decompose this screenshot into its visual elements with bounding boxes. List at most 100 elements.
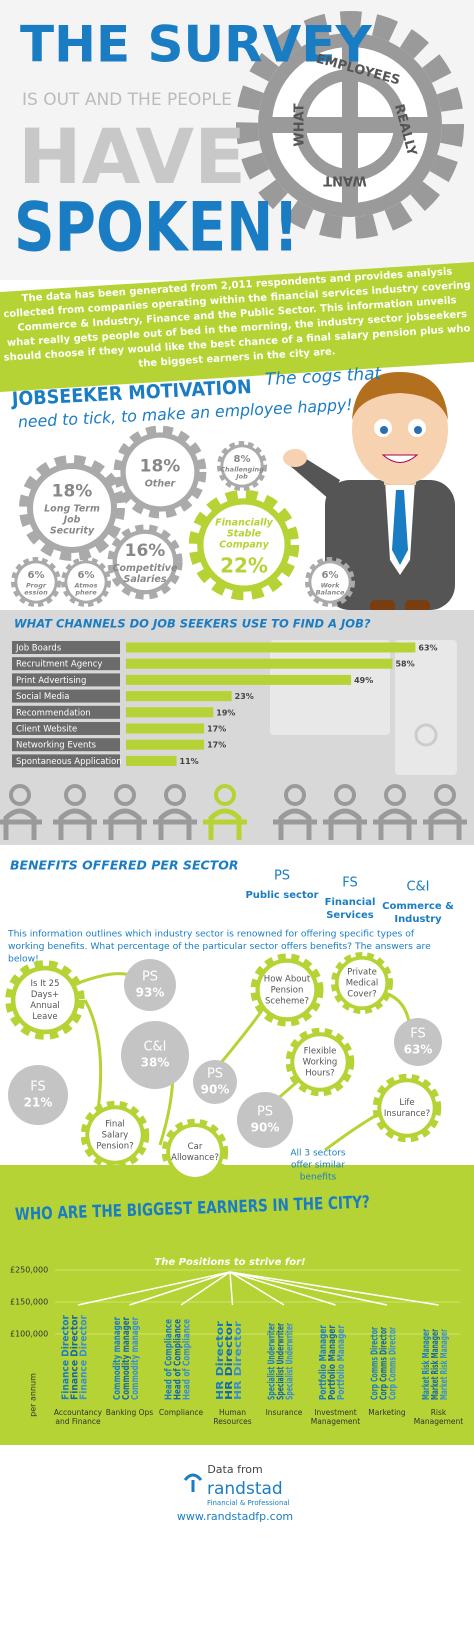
pointer: [229, 1271, 234, 1306]
cog-label: Job: [62, 514, 81, 525]
question: Private: [347, 968, 377, 978]
legend-name: Industry: [394, 914, 442, 925]
legend-name: Services: [326, 910, 374, 921]
cog-label: ession: [24, 589, 48, 597]
legend-code: PS: [274, 869, 290, 884]
cog-value: 16%: [125, 541, 166, 561]
cog-spoke: [272, 117, 428, 133]
legend-name: Financial: [325, 897, 376, 908]
cog-label: phere: [74, 589, 97, 597]
note: All 3 sectors: [290, 1149, 346, 1159]
answer-code: C&I: [143, 1040, 166, 1055]
value-label: 63%: [418, 644, 437, 653]
cog-label: Salaries: [124, 574, 167, 585]
footer-text: Data from: [207, 1463, 262, 1476]
cog-face: [33, 469, 111, 547]
question: Pension?: [96, 1142, 133, 1152]
cog-teeth: [285, 1027, 355, 1097]
cog-face: [203, 504, 285, 586]
chart-title: WHAT CHANNELS DO JOB SEEKERS USE TO FIND…: [14, 617, 371, 631]
value-label: 19%: [216, 708, 235, 717]
question: Leave: [32, 1012, 57, 1022]
sector-name: Insurance: [266, 1408, 303, 1417]
cog-teeth: [161, 1118, 229, 1186]
job-title: Commodity manager: [112, 1317, 123, 1400]
answer-value: 38%: [141, 1056, 170, 1070]
logo-mark: [183, 1473, 203, 1492]
sector-name: Investment: [314, 1408, 357, 1417]
question: Days+: [31, 990, 59, 1000]
question: How About: [264, 975, 311, 985]
sector-name: Management: [311, 1417, 360, 1426]
answer-code: PS: [207, 1067, 223, 1082]
value-label: 49%: [354, 676, 373, 685]
url: www.randstadfp.com: [177, 1510, 293, 1523]
answer-code: PS: [257, 1105, 273, 1120]
job-title: Market Risk Manager: [439, 1329, 450, 1400]
description: This information outlines which industry…: [7, 929, 415, 940]
category-label: Networking Events: [16, 741, 97, 751]
cog-value: 18%: [52, 482, 93, 502]
job-title: Finance Director: [61, 1315, 72, 1400]
pointer: [229, 1271, 336, 1306]
cog-teeth: [5, 960, 85, 1040]
job-title: Finance Director: [79, 1315, 90, 1400]
category-box: [12, 673, 120, 687]
cog-label: Work: [321, 582, 340, 590]
answer-value: 90%: [201, 1083, 230, 1097]
cog-face: [67, 563, 105, 601]
person-body: [323, 808, 367, 840]
job-title: Corp Comms Director: [370, 1327, 381, 1400]
bar: [126, 642, 416, 653]
question: Sceheme?: [265, 997, 309, 1007]
description: below!: [8, 954, 39, 965]
cog-face: [170, 1127, 220, 1177]
person-head: [434, 784, 456, 806]
category-box: [12, 754, 120, 768]
legend-code: FS: [342, 876, 358, 891]
cog-teeth: [372, 1073, 442, 1143]
category-box: [12, 689, 120, 703]
job-title: Commodity manager: [121, 1317, 132, 1400]
question: Final: [105, 1120, 125, 1130]
person-head: [114, 784, 136, 806]
cog-word: WHAT: [293, 103, 308, 146]
person-body: [203, 808, 247, 840]
category-label: Print Advertising: [16, 676, 86, 686]
person-body: [423, 808, 467, 840]
person-body: [373, 808, 417, 840]
job-title: Head of Compliance: [182, 1319, 193, 1400]
answer-bubble: [124, 959, 176, 1011]
sector-name: and Finance: [55, 1417, 101, 1426]
cog-face: [311, 563, 349, 601]
pointer: [229, 1271, 285, 1306]
cog-value: 6%: [78, 570, 95, 581]
sector-name: Resources: [213, 1417, 251, 1426]
cog-label: Other: [145, 478, 177, 489]
category-label: Recommendation: [16, 708, 91, 718]
job-title: Specialist Underwriter: [285, 1323, 296, 1400]
answer-value: 21%: [24, 1096, 53, 1110]
answer-bubble: [8, 1065, 68, 1125]
answer-code: FS: [30, 1080, 46, 1095]
answer-code: PS: [142, 970, 158, 985]
value-label: 58%: [395, 660, 414, 669]
pointer: [229, 1271, 388, 1306]
category-box: [12, 641, 120, 654]
cog-face: [17, 563, 55, 601]
answer-bubble: [121, 1021, 189, 1089]
cog-value: 6%: [28, 570, 45, 581]
people-row: [0, 784, 467, 840]
answer-bubble: [394, 1018, 442, 1066]
job-title: Portfolio Manager: [336, 1325, 347, 1400]
subtitle: The Positions to strive for!: [154, 1257, 305, 1268]
job-title: Portfolio Manager: [318, 1325, 329, 1400]
person-head: [214, 784, 236, 806]
answer-value: 63%: [404, 1043, 433, 1057]
person-body: [273, 808, 317, 840]
question: Flexible: [304, 1047, 337, 1057]
question: Salary: [102, 1131, 129, 1141]
cog-label: Atmos: [74, 582, 98, 590]
value-label: 17%: [207, 741, 226, 750]
title: THE SURVEY: [20, 16, 372, 74]
